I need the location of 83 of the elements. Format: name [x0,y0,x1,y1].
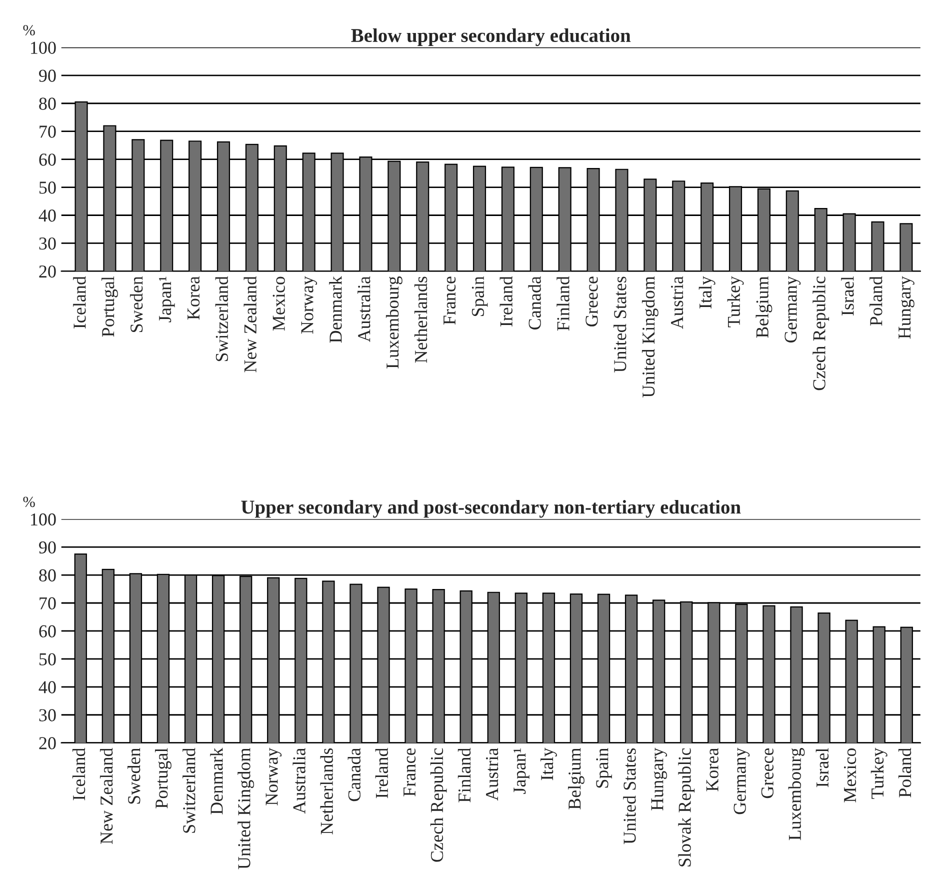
x-tick-label: Canada [528,276,541,330]
x-tick-label: Hungary [651,748,668,810]
x-tick-label: Norway [301,276,318,334]
x-tick-label: Austria [486,748,498,801]
chart-title: Below upper secondary education [351,28,631,46]
x-tick-label: Turkey [870,748,888,799]
x-tick-label: Canada [348,748,360,802]
y-tick-label: 70 [40,597,56,610]
x-tick-label: United States [623,748,636,844]
x-tick-label: New Zealand [244,276,256,372]
y-tick-label: 60 [39,154,56,166]
x-tick-label: Korea [188,276,200,320]
x-tick-label: Germany [784,276,801,342]
y-tick-label: 80 [39,569,56,582]
x-tick-label: Mexico [272,276,285,331]
x-tick-label: Turkey [727,276,744,328]
x-tick-label: Greece [761,748,774,798]
y-tick-label: 50 [39,182,56,194]
x-tick-label: Ireland [500,276,512,327]
x-tick-label: Poland [898,748,912,798]
x-tick-label: Portugal [102,276,118,337]
x-tick-label: Luxembourg [386,276,402,368]
x-tick-label: Spain [472,276,488,316]
x-tick-label: Iceland [72,748,86,800]
x-tick-label: Iceland [73,276,86,329]
y-tick-label: 100 [31,513,56,526]
y-tick-label: 20 [39,737,56,750]
x-tick-label: Portugal [155,748,172,808]
x-tick-label: Ireland [375,748,388,798]
x-tick-label: Greece [586,276,598,326]
x-tick-label: Japan¹ [514,748,530,794]
y-tick-label: 100 [31,42,56,54]
x-tick-label: Austria [671,276,684,330]
x-tick-label: Japan¹ [159,276,175,322]
x-tick-label: Norway [266,748,282,806]
y-axis-title: % [23,496,35,508]
x-tick-label: Czech Republic [430,748,447,862]
y-tick-label: 80 [39,98,56,110]
y-tick-label: 40 [38,681,56,694]
x-tick-label: Spain [596,748,612,788]
x-tick-label: Luxembourg [788,748,805,840]
x-tick-label: Netherlands [320,748,333,834]
x-tick-label: United Kingdom [642,276,658,398]
x-tick-label: Hungary [898,276,914,339]
y-tick-label: 30 [39,237,56,250]
y-tick-label: 30 [39,709,56,722]
x-tick-label: Finland [556,276,570,331]
x-tick-label: Sweden [128,748,140,804]
x-tick-label: New Zealand [100,748,113,844]
x-tick-label: United States [614,276,626,372]
x-tick-label: Israel [816,748,829,788]
x-tick-label: Israel [841,276,854,316]
x-tick-label: Denmark [210,748,223,814]
x-tick-label: Sweden [130,276,143,332]
x-tick-label: Mexico [844,748,856,802]
y-tick-label: 40 [38,210,56,222]
x-tick-label: Germany [734,748,750,814]
x-tick-label: Italy [698,276,716,308]
y-tick-label: 90 [39,70,56,82]
x-tick-label: Switzerland [215,276,228,362]
y-tick-label: 60 [39,625,56,638]
x-tick-label: Belgium [568,748,584,810]
y-axis-title: % [23,25,35,36]
chart-title: Upper secondary and post-secondary non-tertiary education [241,500,741,518]
x-tick-label: Italy [540,748,557,780]
x-tick-label: Korea [706,748,718,792]
x-tick-label: Slovak Republic [678,748,695,866]
x-tick-label: Poland [870,276,882,326]
y-tick-label: 50 [39,653,56,666]
y-tick-label: 70 [40,126,56,138]
x-tick-label: Czech Republic [812,276,830,390]
x-tick-label: Denmark [329,276,342,343]
y-tick-label: 20 [39,265,56,278]
x-tick-label: Belgium [756,276,772,338]
x-tick-label: Australia [292,748,306,814]
x-tick-label: Switzerland [182,748,196,833]
x-tick-label: Australia [358,276,370,342]
x-tick-label: United Kingdom [238,748,254,870]
x-tick-label: Netherlands [414,276,428,363]
x-tick-label: France [404,748,416,796]
x-tick-label: Finland [458,748,471,802]
y-tick-label: 90 [39,541,56,554]
x-tick-label: France [444,276,456,325]
